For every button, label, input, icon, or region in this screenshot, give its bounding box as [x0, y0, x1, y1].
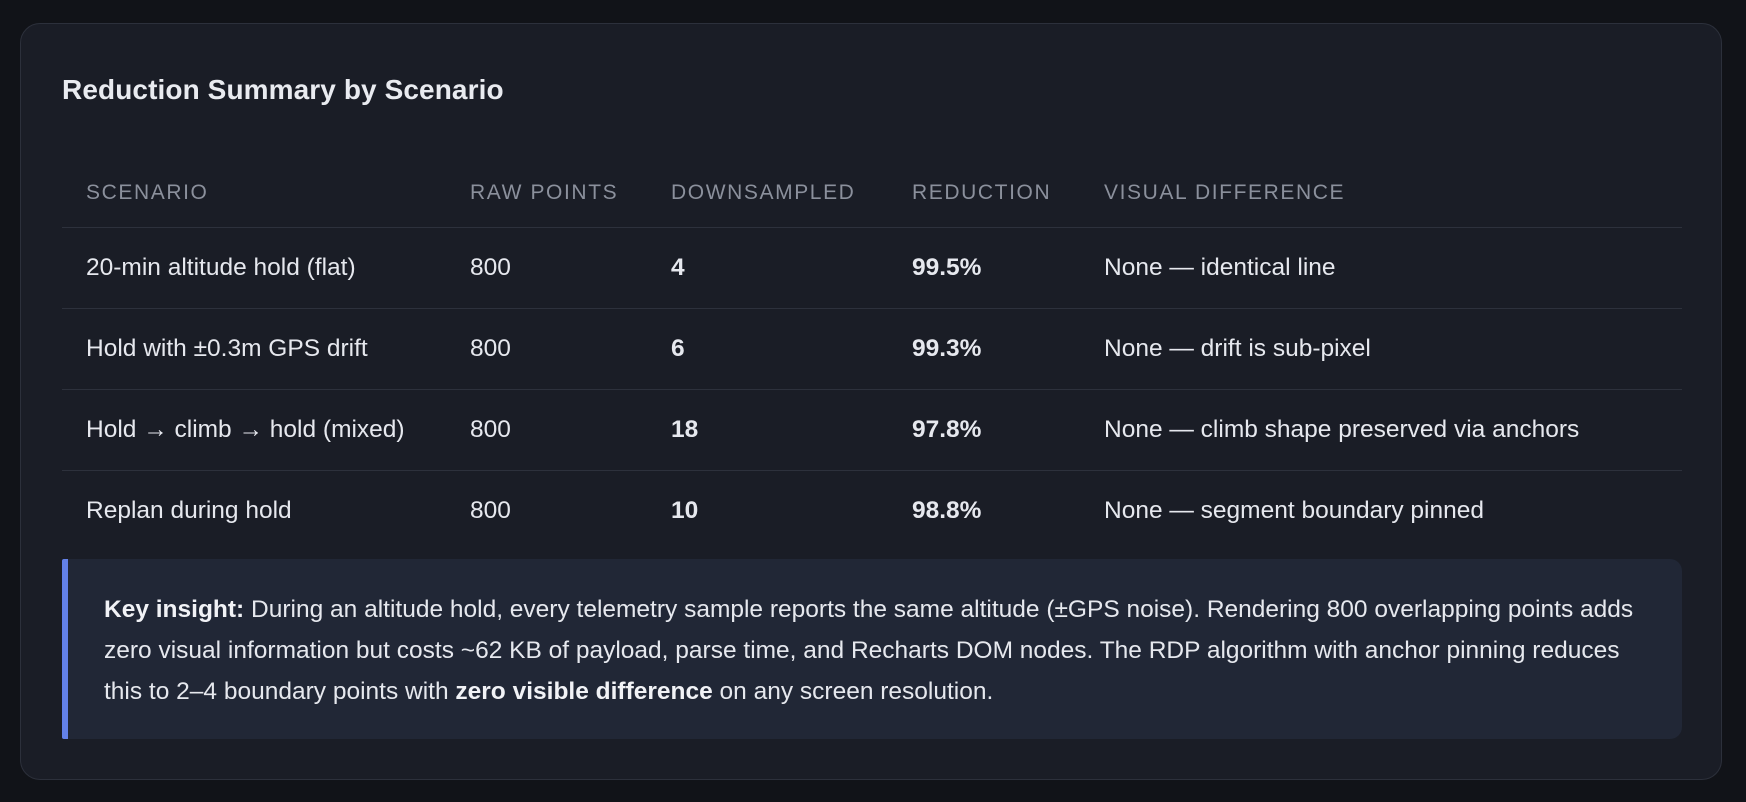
callout-tail: on any screen resolution. [712, 678, 994, 705]
key-insight-callout: Key insight: During an altitude hold, ev… [62, 559, 1682, 739]
cell-reduction: 99.5% [888, 227, 1080, 309]
cell-visual-difference: None — segment boundary pinned [1104, 497, 1485, 524]
cell-visual-difference: None — climb shape preserved via anchors [1080, 389, 1682, 471]
cell-scenario: Replan during hold [86, 497, 292, 524]
cell-reduction: 99.3% [888, 308, 1080, 390]
header-visual-difference: VISUAL DIFFERENCE [1080, 158, 1682, 228]
card-title: Reduction Summary by Scenario [62, 74, 504, 105]
cell-scenario: Hold → climb → hold (mixed) [62, 389, 446, 471]
cell-downsampled: 4 [647, 227, 888, 309]
cell-downsampled: 10 [671, 497, 699, 524]
table-header-row: SCENARIO RAW POINTS DOWNSAMPLED REDUCTIO… [62, 158, 1682, 228]
callout-emphasis: zero visible difference [455, 678, 713, 705]
cell-raw-points: 800 [470, 497, 511, 524]
cell-visual-difference: None — drift is sub-pixel [1080, 308, 1682, 390]
cell-raw-points: 800 [446, 227, 647, 309]
cell-downsampled: 18 [647, 389, 888, 471]
table-row: Replan during hold 800 10 98.8% None — s… [62, 471, 1682, 552]
cell-raw-points: 800 [446, 389, 647, 471]
header-raw-points: RAW POINTS [446, 158, 647, 228]
cell-visual-difference: None — identical line [1080, 227, 1682, 309]
header-scenario: SCENARIO [62, 158, 446, 228]
cell-reduction: 98.8% [912, 497, 982, 524]
cell-scenario: Hold with ±0.3m GPS drift [62, 308, 446, 390]
table-row: Hold with ±0.3m GPS drift 800 6 99.3% No… [62, 308, 1682, 390]
cell-scenario: 20-min altitude hold (flat) [62, 227, 446, 309]
reduction-summary-table: SCENARIO RAW POINTS DOWNSAMPLED REDUCTIO… [62, 158, 1682, 551]
callout-body: During an altitude hold, every telemetry… [104, 596, 1634, 705]
table-row: Hold → climb → hold (mixed) 800 18 97.8%… [62, 389, 1682, 471]
header-reduction: REDUCTION [888, 158, 1080, 228]
cell-reduction: 97.8% [888, 389, 1080, 471]
table-row: 20-min altitude hold (flat) 800 4 99.5% … [62, 227, 1682, 309]
callout-lead: Key insight: [104, 596, 245, 623]
header-downsampled: DOWNSAMPLED [647, 158, 888, 228]
cell-downsampled: 6 [647, 308, 888, 390]
reduction-summary-card: Reduction Summary by Scenario SCENARIO R… [20, 23, 1722, 780]
cell-raw-points: 800 [446, 308, 647, 390]
